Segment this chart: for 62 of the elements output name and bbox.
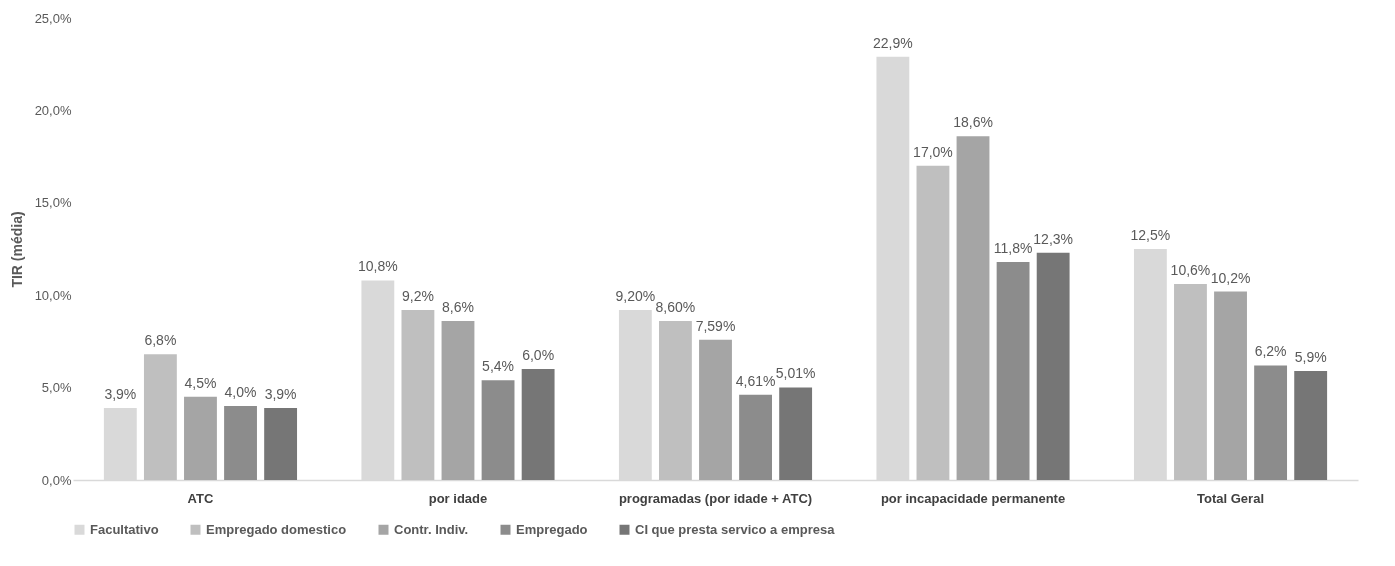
bar [401, 309, 435, 480]
data-label: 8,60% [655, 299, 696, 316]
data-label: 10,6% [1170, 262, 1211, 279]
legend-label: Contr. Indiv. [394, 521, 469, 537]
data-label: 6,2% [1254, 343, 1287, 360]
data-label: 18,6% [953, 114, 993, 131]
data-label: 12,5% [1130, 227, 1171, 243]
bar [143, 354, 177, 480]
y-axis-title: TIR (média) [8, 211, 25, 288]
y-tick-label: 20,0% [34, 102, 72, 118]
data-label: 10,8% [357, 258, 398, 275]
data-label: 3,9% [104, 385, 137, 402]
data-label: 6,8% [144, 332, 177, 349]
x-tick-label: Total Geral [1197, 490, 1265, 506]
y-tick-label: 0,0% [41, 472, 72, 488]
data-label: 9,20% [615, 287, 656, 304]
data-label: 8,6% [442, 299, 474, 316]
x-tick-label: programadas (por idade + ATC) [618, 490, 813, 506]
data-label: 10,2% [1210, 269, 1251, 286]
data-label: 22,9% [873, 34, 913, 51]
data-label: 3,9% [264, 385, 297, 402]
bar [659, 321, 692, 480]
bar [521, 369, 555, 480]
bar [739, 394, 772, 480]
data-label: 12,3% [1033, 230, 1074, 247]
legend-label: Facultativo [90, 521, 159, 537]
data-label: 17,0% [913, 143, 953, 160]
data-label: 4,5% [184, 374, 217, 391]
bar [184, 396, 217, 480]
bar [1254, 365, 1288, 480]
data-label: 11,8% [993, 239, 1033, 256]
legend-label: Empregado [516, 521, 588, 537]
data-label: 4,61% [735, 372, 776, 389]
bar [441, 321, 475, 480]
bar [224, 406, 257, 480]
y-tick-label: 5,0% [41, 380, 72, 396]
bar [1214, 291, 1247, 480]
bar [699, 339, 732, 480]
bar [1174, 284, 1207, 480]
data-label: 6,0% [522, 347, 555, 364]
x-tick-label: por idade [428, 490, 488, 506]
bar [1294, 370, 1328, 480]
bar [996, 261, 1030, 480]
data-label: 5,01% [775, 365, 816, 382]
x-tick-label: por incapacidade permanente [880, 490, 1066, 506]
legend-label: CI que presta servico a empresa [635, 521, 836, 537]
data-label: 9,2% [401, 287, 434, 304]
bar [264, 407, 298, 480]
y-tick-label: 10,0% [34, 287, 72, 303]
y-tick-label: 25,0% [34, 10, 72, 26]
data-label: 5,9% [1294, 348, 1327, 365]
x-tick-label: ATC [187, 490, 214, 506]
data-label: 4,0% [224, 384, 257, 401]
bar [956, 136, 990, 480]
bar [779, 387, 813, 480]
bar [481, 380, 515, 480]
bar [1036, 252, 1070, 480]
bar [916, 165, 950, 480]
legend-label: Empregado domestico [206, 521, 347, 537]
data-label: 5,4% [482, 358, 515, 375]
y-tick-label: 15,0% [34, 195, 72, 211]
data-label: 7,59% [695, 317, 736, 334]
